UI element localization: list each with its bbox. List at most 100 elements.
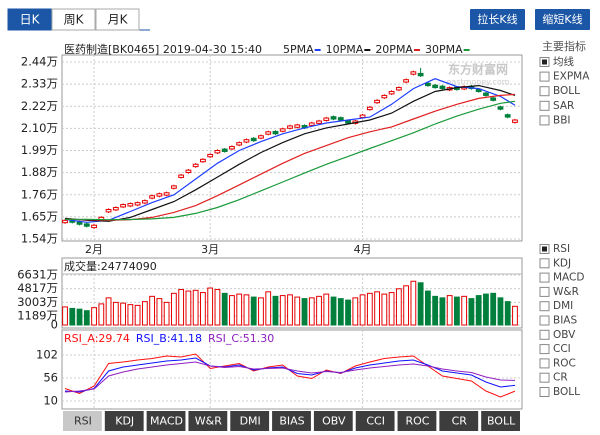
volume-bar: [200, 292, 206, 326]
indicator-label[interactable]: W&R: [553, 286, 579, 298]
volume-bar: [417, 282, 424, 326]
checkbox[interactable]: [539, 258, 550, 269]
checkbox[interactable]: [539, 387, 550, 397]
candle-body: [149, 195, 156, 199]
indicator-tab[interactable]: [146, 411, 186, 431]
indicator-label[interactable]: OBV: [553, 329, 576, 341]
indicator-tab[interactable]: [481, 411, 520, 431]
checkbox-mark: [542, 59, 547, 65]
checkbox[interactable]: [539, 358, 550, 369]
period-tab-label[interactable]: 月K: [108, 13, 129, 27]
volume-bar: [403, 285, 410, 326]
volume-bar: [156, 298, 163, 326]
indicator-label[interactable]: BBI: [553, 114, 571, 126]
indicator-tab[interactable]: [104, 411, 144, 431]
indicator-tab[interactable]: [272, 411, 311, 431]
period-tab-label[interactable]: 周K: [64, 13, 85, 27]
zoom-button-label[interactable]: 拉长K线: [477, 12, 517, 26]
indicator-tab[interactable]: [355, 411, 395, 431]
checkbox[interactable]: [539, 100, 550, 111]
candle-body: [76, 221, 83, 225]
checkbox[interactable]: [539, 344, 550, 355]
volume-bar: [127, 304, 134, 326]
indicator-tab[interactable]: [439, 411, 479, 431]
checkbox[interactable]: [539, 86, 550, 97]
indicator-tab-label[interactable]: BIAS: [279, 415, 304, 428]
candle-body: [294, 124, 301, 128]
indicator-tab-label[interactable]: MACD: [150, 415, 183, 428]
indicator-label[interactable]: BIAS: [553, 315, 577, 327]
y-tick-label: 1189万: [17, 309, 58, 323]
indicator-tab-label[interactable]: CR: [452, 415, 468, 428]
indicator-tab-label[interactable]: DMI: [240, 415, 261, 428]
indicator-tab-label[interactable]: BOLL: [487, 415, 516, 428]
volume-bar: [374, 291, 380, 326]
indicator-label[interactable]: DMI: [553, 300, 573, 312]
volume-bar: [250, 296, 257, 326]
checkbox[interactable]: [539, 329, 550, 340]
candle-body: [265, 131, 272, 135]
indicator-label[interactable]: KDJ: [553, 257, 571, 269]
indicator-tab-label[interactable]: KDJ: [115, 415, 134, 428]
checkbox[interactable]: [539, 272, 550, 283]
indicator-label[interactable]: CCI: [553, 343, 571, 355]
checkbox[interactable]: [539, 315, 550, 326]
volume-bar: [76, 308, 83, 326]
ma-line: [64, 93, 516, 221]
indicator-tab-label[interactable]: W&R: [195, 415, 222, 428]
candle-body: [250, 137, 257, 142]
y-tick-label: 56: [43, 371, 58, 385]
indicator-tab-label[interactable]: OBV: [322, 415, 346, 428]
period-tab[interactable]: [95, 8, 140, 31]
indicator-label[interactable]: SAR: [553, 100, 574, 112]
volume-bar: [301, 298, 308, 326]
zoom-button[interactable]: [470, 9, 525, 30]
checkbox[interactable]: [539, 115, 550, 126]
indicator-label[interactable]: MACD: [553, 272, 584, 284]
indicator-label[interactable]: ROC: [553, 357, 576, 369]
indicator-label[interactable]: RSI: [553, 243, 570, 255]
legend-label: 30PMA: [425, 43, 463, 56]
indicator-tab[interactable]: [230, 411, 270, 431]
indicator-tab-label[interactable]: CCI: [366, 415, 385, 428]
checkbox[interactable]: [539, 372, 550, 383]
period-tab[interactable]: [51, 8, 96, 31]
volume-bar: [490, 292, 497, 326]
indicator-label[interactable]: BOLL: [553, 85, 580, 97]
indicator-label[interactable]: CR: [553, 372, 568, 384]
y-tick-label: 0: [51, 318, 58, 332]
zoom-button[interactable]: [535, 9, 590, 30]
period-tab[interactable]: [7, 8, 52, 31]
indicator-tab[interactable]: [188, 411, 228, 431]
indicator-tab-label[interactable]: ROC: [405, 415, 429, 428]
volume-bar: [120, 302, 126, 326]
volume-bar: [388, 292, 395, 326]
checkbox[interactable]: [539, 286, 550, 297]
volume-bar: [337, 298, 344, 326]
indicator-tab[interactable]: [63, 411, 102, 431]
candle-body: [432, 84, 439, 89]
volume-bar: [258, 297, 264, 326]
volume-bar: [432, 295, 439, 326]
candle-body: [214, 150, 221, 154]
indicator-tab[interactable]: [313, 411, 353, 431]
y-tick-label: 1.65万: [21, 209, 58, 223]
watermark: 东方财富网: [448, 62, 508, 77]
y-tick-label: 4817万: [17, 281, 58, 295]
indicator-label[interactable]: EXPMA: [553, 71, 590, 83]
indicator-tab[interactable]: [397, 411, 437, 431]
volume-bar: [265, 291, 272, 326]
checkbox[interactable]: [539, 71, 550, 82]
ma-line: [65, 100, 516, 221]
checkbox[interactable]: [539, 301, 550, 312]
zoom-button-label[interactable]: 缩短K线: [542, 12, 582, 26]
candle-body: [272, 130, 279, 135]
indicator-tab-label[interactable]: RSI: [74, 415, 92, 428]
candle-body: [83, 223, 90, 227]
y-tick-label: 3003万: [17, 295, 58, 309]
candle-body: [112, 207, 119, 211]
indicator-label[interactable]: BOLL: [553, 386, 580, 398]
period-tab-label[interactable]: 日K: [20, 13, 41, 27]
volume-bar: [112, 301, 119, 326]
indicator-label[interactable]: 均线: [553, 55, 574, 68]
